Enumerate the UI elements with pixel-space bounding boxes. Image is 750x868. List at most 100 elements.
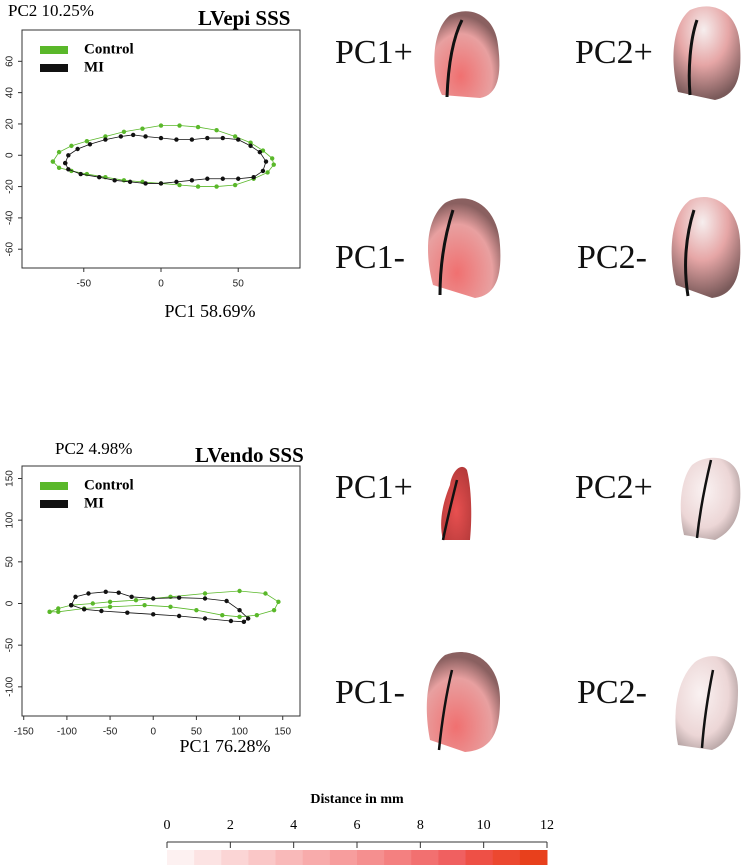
point	[78, 171, 83, 177]
shape	[426, 652, 500, 752]
point	[103, 589, 108, 595]
point	[228, 618, 234, 624]
colorbar-tick-label: 12	[540, 818, 554, 833]
point	[257, 149, 263, 155]
legend-label: Control	[84, 477, 134, 493]
legend-swatch	[40, 64, 68, 72]
x-tick-label: -150	[14, 727, 34, 738]
x-tick-label: -50	[77, 279, 92, 290]
point	[121, 178, 127, 183]
y-tick-label: 100	[5, 511, 16, 528]
point	[69, 602, 74, 608]
point	[151, 596, 156, 601]
point	[263, 591, 268, 596]
point	[271, 607, 277, 613]
point	[107, 604, 113, 610]
shape-label: PC2-	[577, 239, 647, 276]
point	[232, 134, 238, 139]
point	[220, 135, 225, 141]
point	[99, 608, 104, 614]
point	[103, 134, 108, 139]
colorbar-cell	[221, 850, 249, 865]
point	[251, 174, 256, 180]
colorbar-cell	[411, 850, 439, 865]
point	[195, 124, 201, 130]
colorbar-cell	[384, 850, 412, 865]
shape-line	[687, 19, 699, 96]
point	[143, 181, 148, 186]
colorbar-tick-label: 6	[354, 818, 361, 833]
shape	[671, 196, 741, 298]
shape-line	[441, 479, 459, 541]
point	[276, 599, 281, 605]
point	[116, 590, 121, 595]
point	[103, 137, 108, 142]
y-tick-label: 40	[5, 87, 16, 99]
x-tick-label: 0	[158, 279, 164, 290]
point	[86, 591, 91, 596]
y-axis-label: PC2 10.25%	[8, 1, 94, 20]
point	[265, 170, 270, 175]
point	[133, 597, 139, 603]
legend-swatch	[40, 482, 68, 490]
y-tick-label: 150	[5, 470, 16, 487]
colorbar-cell	[194, 850, 222, 865]
legend-label: MI	[84, 59, 104, 75]
point	[50, 159, 56, 164]
point	[107, 599, 113, 605]
y-tick-label: 0	[5, 152, 16, 158]
point	[176, 613, 182, 619]
point	[237, 588, 242, 594]
colorbar-cell	[302, 850, 331, 865]
shape-line	[437, 669, 454, 751]
point	[97, 174, 102, 180]
point	[168, 604, 173, 610]
x-axis-label: PC1 76.28%	[179, 736, 270, 756]
point	[224, 598, 229, 604]
x-tick-label: 150	[274, 727, 291, 738]
colorbar-tick-label: 0	[164, 818, 171, 833]
colorbar-cell	[492, 850, 521, 865]
y-tick-label: -50	[5, 638, 16, 653]
point	[56, 165, 62, 170]
point	[271, 162, 276, 167]
point	[194, 607, 199, 613]
shape-label: PC2-	[577, 674, 647, 711]
shape-line	[438, 209, 455, 296]
point	[174, 179, 179, 185]
point	[143, 134, 148, 139]
point	[84, 138, 90, 144]
point	[214, 128, 219, 133]
point	[47, 609, 52, 615]
colorbar-tick-label: 2	[227, 818, 234, 833]
point	[158, 135, 164, 141]
colorbar-tick-label: 8	[417, 818, 424, 833]
point	[177, 123, 182, 128]
point	[236, 137, 241, 142]
point	[263, 159, 269, 164]
y-axis-label: PC2 4.98%	[55, 439, 132, 458]
point	[75, 146, 80, 152]
shapes	[426, 6, 741, 752]
shape-label: PC1+	[335, 34, 413, 71]
shape-label: PC1-	[335, 674, 405, 711]
point	[129, 594, 134, 600]
x-axis-label: PC1 58.69%	[164, 301, 255, 321]
point	[189, 137, 195, 142]
legend-swatch	[40, 500, 68, 508]
point	[142, 602, 147, 608]
y-tick-label: 50	[5, 556, 16, 568]
colorbar-cell	[438, 850, 467, 865]
legend-swatch	[40, 46, 68, 54]
point	[158, 181, 164, 186]
colorbar-title: Distance in mm	[310, 792, 404, 807]
point	[81, 607, 87, 612]
point	[118, 134, 124, 139]
point	[202, 596, 208, 601]
point	[176, 595, 182, 600]
point	[121, 129, 127, 134]
plot-frame	[21, 465, 301, 717]
shape-line	[445, 19, 464, 98]
series-line	[64, 134, 267, 184]
